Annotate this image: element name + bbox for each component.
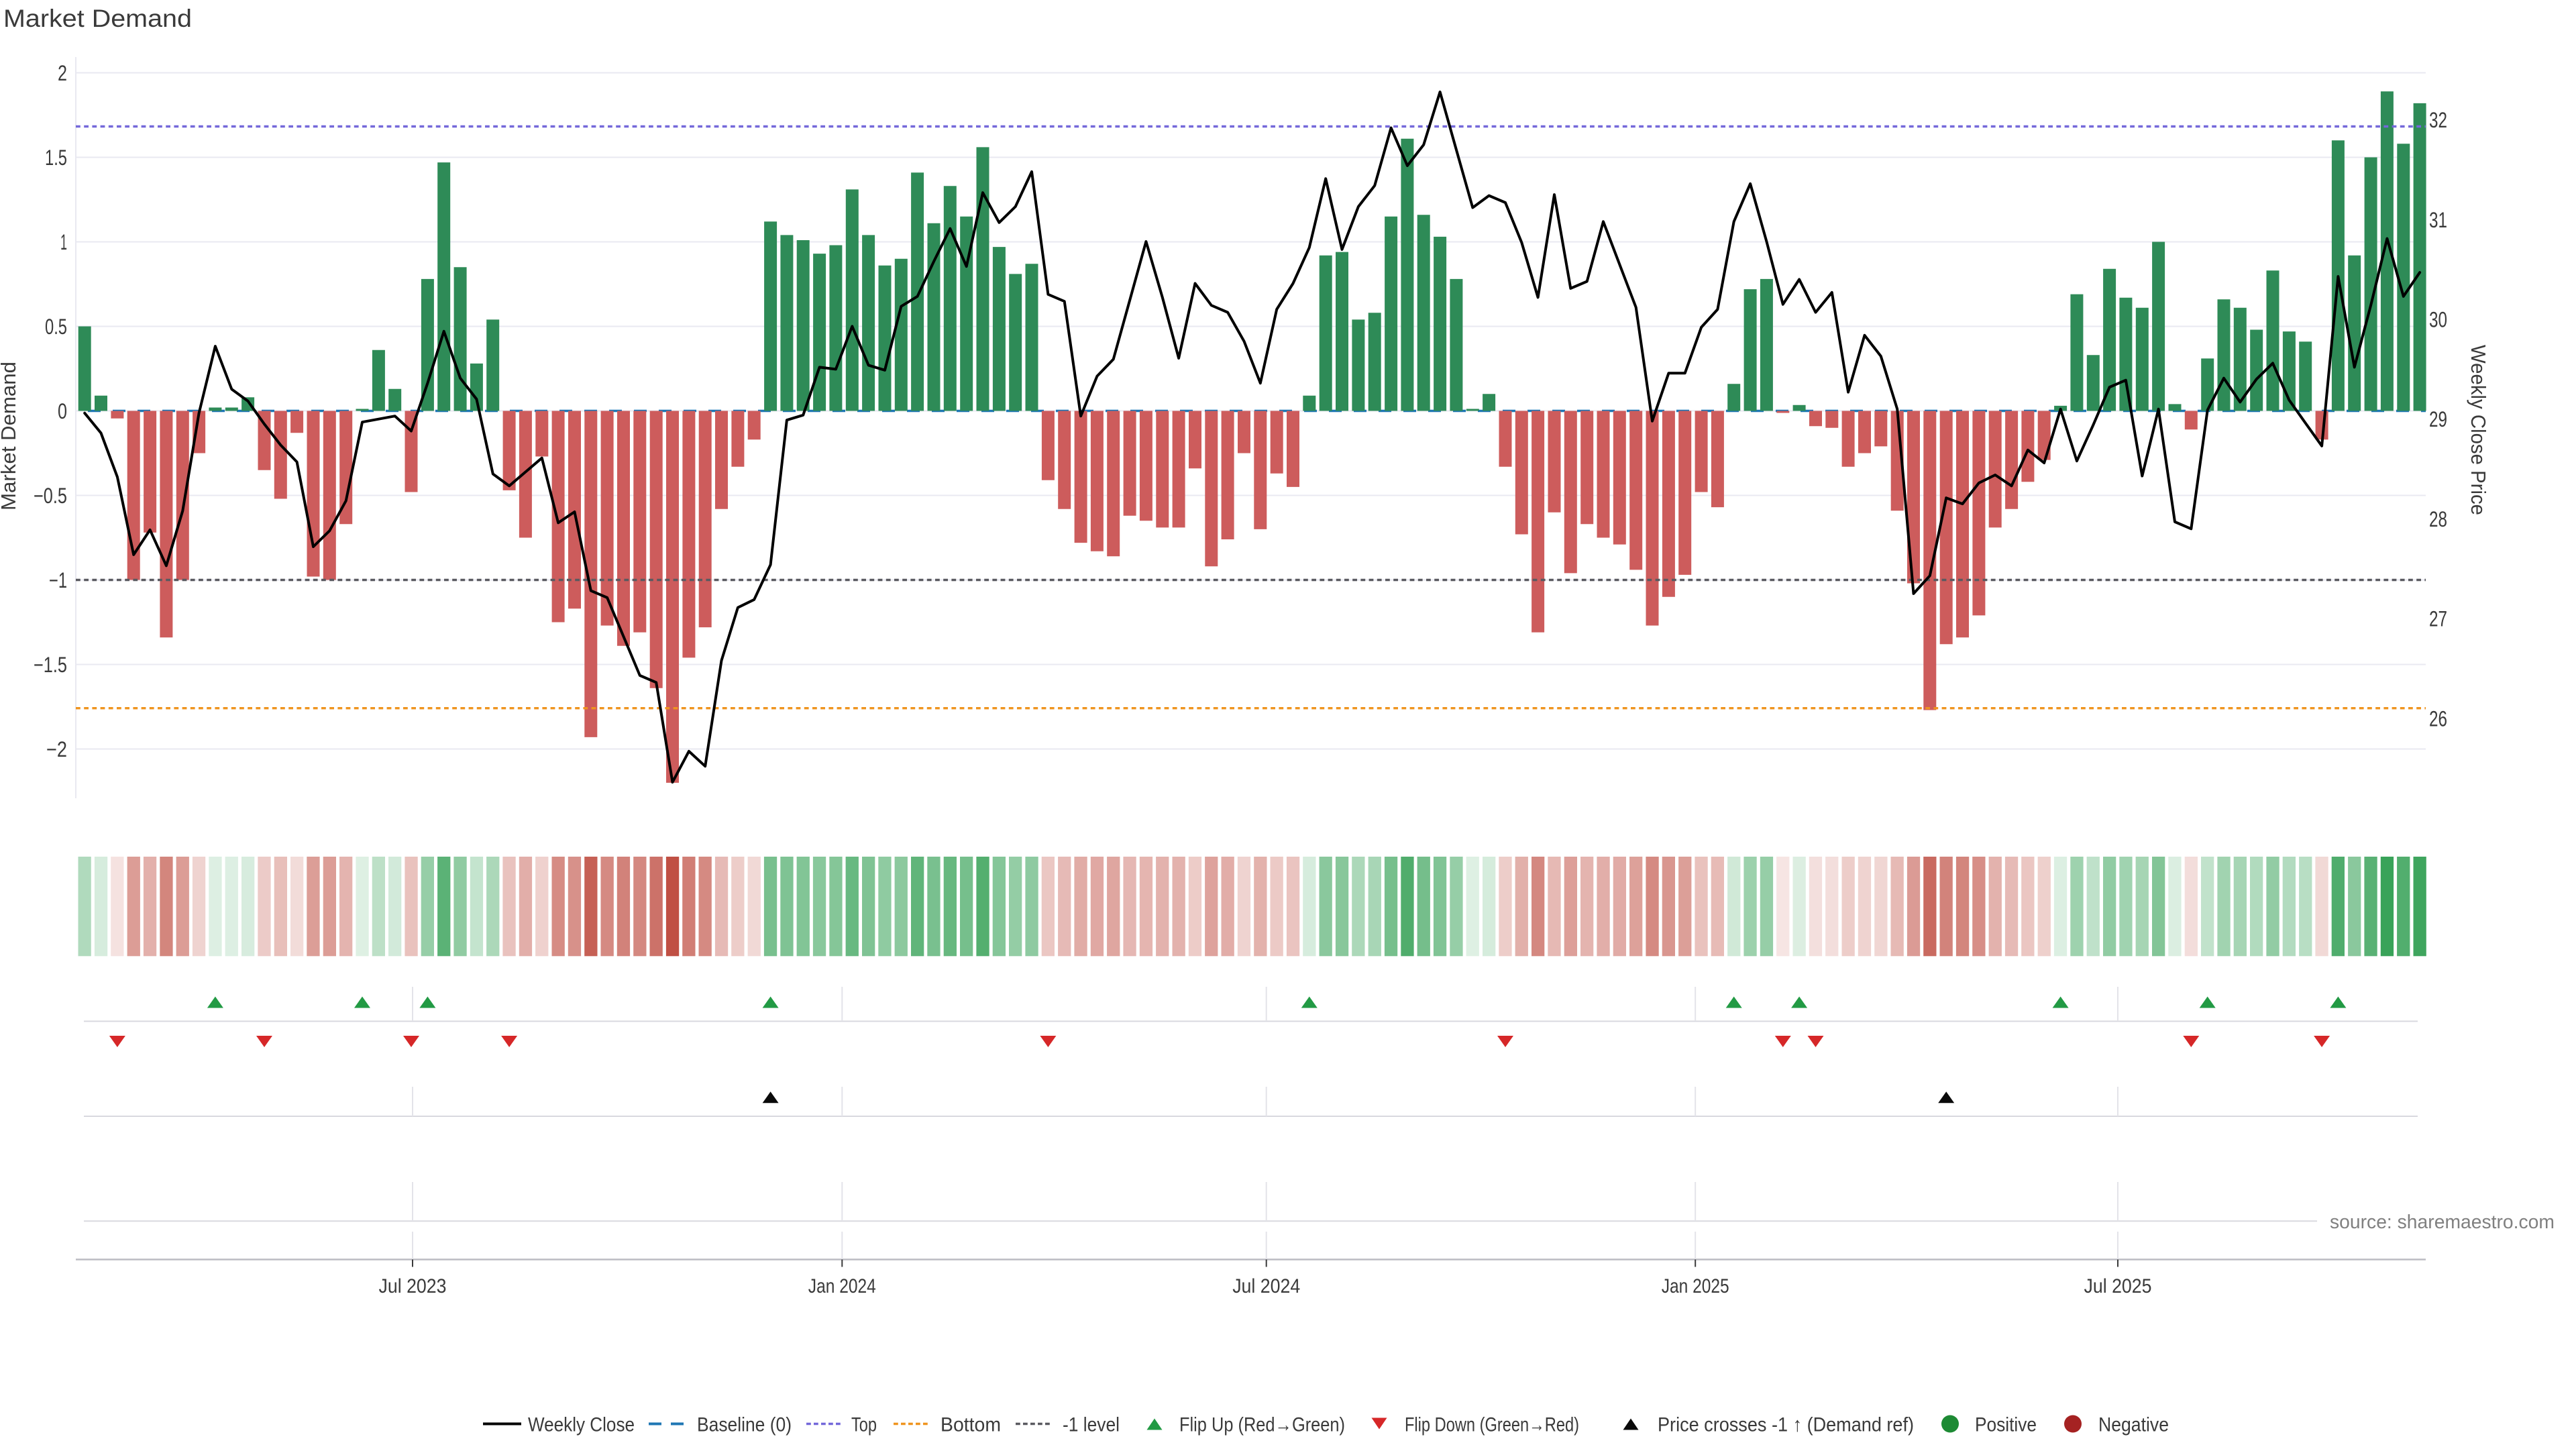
svg-text:Jan 2024: Jan 2024 [808, 1275, 876, 1297]
svg-text:29: 29 [2429, 407, 2447, 431]
svg-text:Bottom: Bottom [941, 1414, 1001, 1436]
svg-text:Jul 2023: Jul 2023 [379, 1275, 447, 1297]
svg-text:Flip Up (Red→Green): Flip Up (Red→Green) [1179, 1414, 1345, 1436]
svg-text:Market Demand: Market Demand [3, 5, 192, 32]
svg-text:−2: −2 [46, 737, 67, 761]
svg-text:Flip Down (Green→Red): Flip Down (Green→Red) [1405, 1414, 1579, 1436]
svg-text:Negative: Negative [2098, 1414, 2169, 1436]
svg-text:Price crosses -1 ↑ (Demand ref: Price crosses -1 ↑ (Demand ref) [1658, 1414, 1914, 1436]
svg-text:1: 1 [60, 230, 67, 254]
svg-text:source: sharemaestro.com: source: sharemaestro.com [2330, 1212, 2555, 1233]
svg-text:Baseline (0): Baseline (0) [697, 1414, 792, 1436]
svg-text:27: 27 [2429, 607, 2447, 631]
svg-text:Jul 2025: Jul 2025 [2084, 1275, 2152, 1297]
svg-text:Weekly Close Price: Weekly Close Price [2467, 345, 2490, 515]
svg-text:26: 26 [2429, 706, 2447, 731]
svg-text:30: 30 [2429, 308, 2447, 332]
svg-text:31: 31 [2429, 208, 2447, 232]
svg-text:Top: Top [851, 1414, 877, 1436]
svg-text:−1.5: −1.5 [34, 653, 67, 677]
svg-text:Weekly Close: Weekly Close [528, 1414, 635, 1436]
svg-text:Jul 2024: Jul 2024 [1232, 1275, 1300, 1297]
svg-text:0.5: 0.5 [45, 315, 67, 339]
svg-text:Market Demand: Market Demand [0, 362, 20, 511]
svg-text:−1: −1 [49, 568, 67, 592]
svg-text:−0.5: −0.5 [34, 484, 67, 508]
svg-text:0: 0 [58, 399, 67, 423]
svg-text:2: 2 [58, 61, 67, 85]
svg-text:Positive: Positive [1975, 1414, 2037, 1436]
svg-text:28: 28 [2429, 507, 2447, 531]
svg-text:-1 level: -1 level [1063, 1414, 1120, 1436]
svg-text:1.5: 1.5 [45, 146, 67, 170]
svg-text:Jan 2025: Jan 2025 [1662, 1275, 1729, 1297]
svg-text:32: 32 [2429, 108, 2447, 132]
